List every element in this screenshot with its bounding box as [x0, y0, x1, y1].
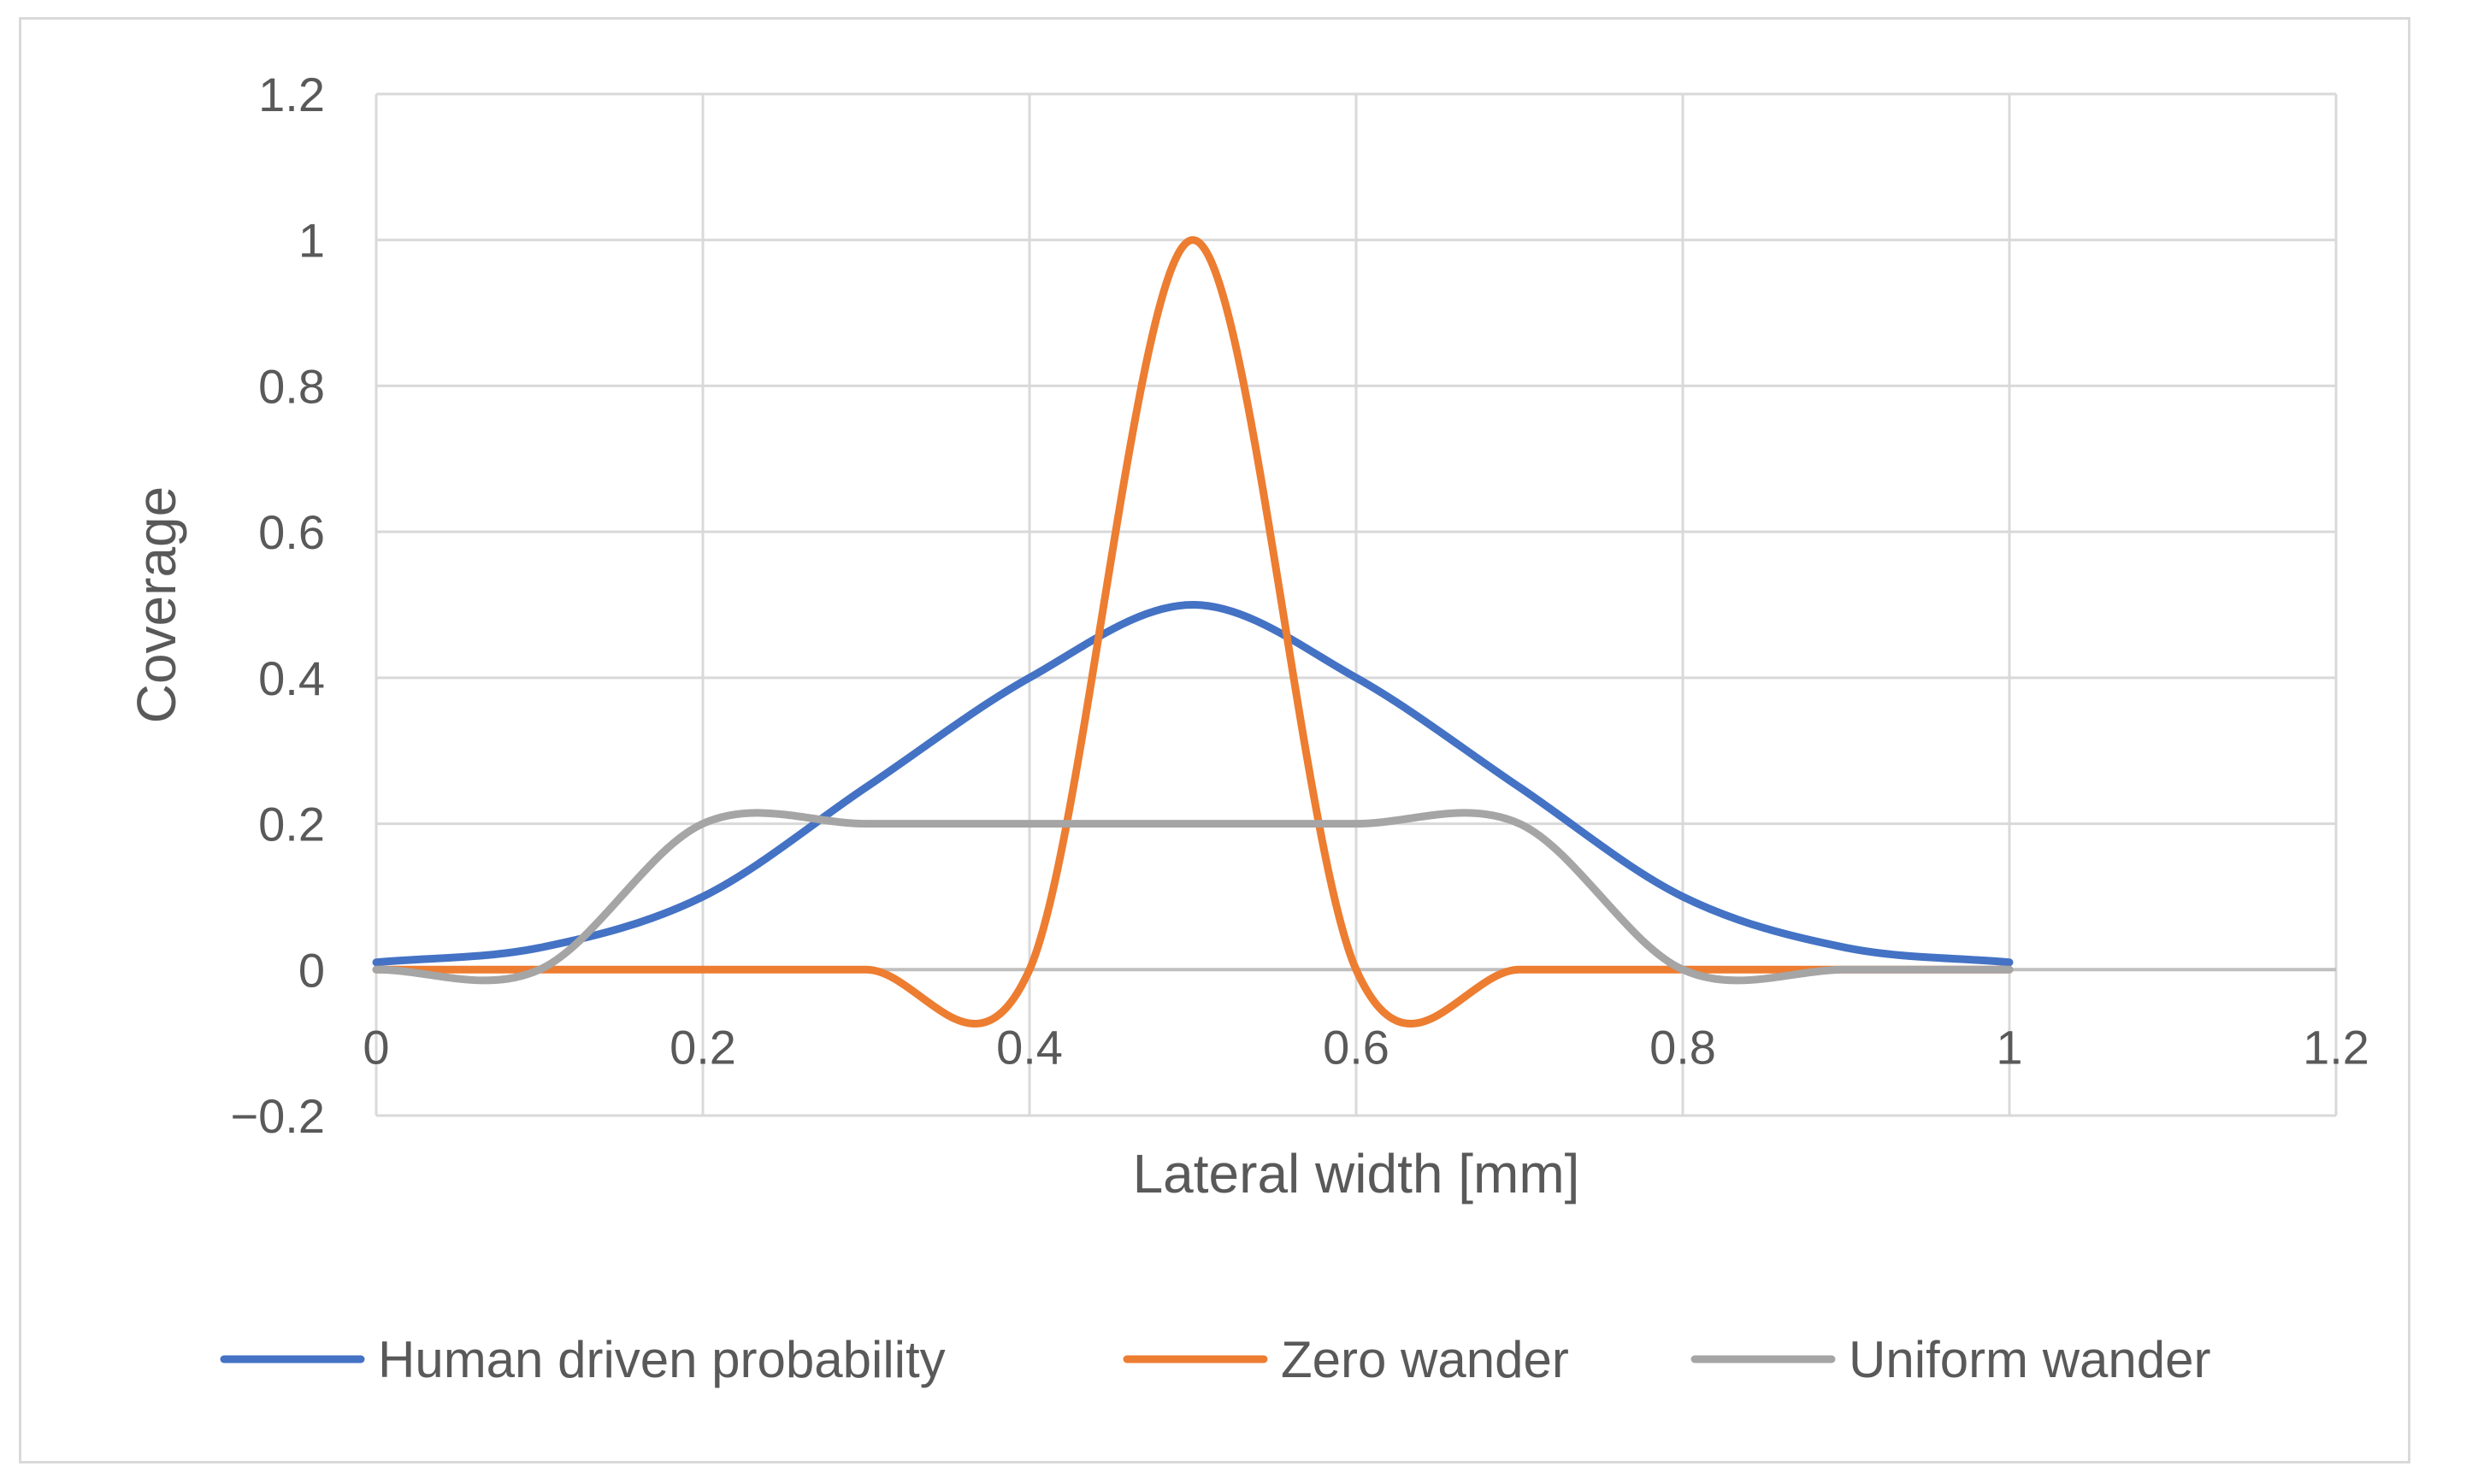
y-tick-label: 0.4: [258, 651, 325, 705]
x-tick-label: 0.4: [996, 1020, 1063, 1074]
chart-frame: [19, 17, 2410, 1463]
legend-label: Uniform wander: [1849, 1331, 2211, 1388]
y-tick-label: 0.2: [258, 798, 325, 851]
series-lines: [372, 236, 2014, 1028]
y-tick-label: 0.8: [258, 359, 325, 413]
y-tick-label: 1.2: [258, 68, 325, 121]
x-tick-label: 0.2: [670, 1020, 736, 1074]
legend-label: Zero wander: [1281, 1331, 1569, 1388]
y-tick-label: 0: [298, 943, 325, 997]
legend: Human driven probability Zero wander Unifo…: [220, 1331, 2211, 1388]
x-tick-label: 0: [363, 1020, 389, 1074]
y-axis-title: Coverage: [126, 486, 187, 724]
x-tick-label: 1: [1996, 1020, 2022, 1074]
x-tick-label: 0.6: [1323, 1020, 1389, 1074]
x-axis-title: Lateral width [mm]: [1133, 1143, 1580, 1204]
series-line-1: [372, 601, 2014, 967]
y-tick-label: 1: [298, 214, 325, 268]
y-tick-label: −0.2: [230, 1089, 325, 1143]
series-line-2: [372, 236, 2014, 1028]
legend-label: Human driven probability: [378, 1331, 946, 1388]
x-tick-label: 1.2: [2303, 1020, 2369, 1074]
tick-labels: −0.2 0 0.2 0.4 0.6 0.8 1 1.2 0 0.2 0.4 0.6 0.8 1 1.2: [230, 68, 2369, 1143]
x-tick-label: 0.8: [1649, 1020, 1716, 1074]
series-line-3: [372, 809, 2014, 985]
y-tick-label: 0.6: [258, 505, 325, 559]
